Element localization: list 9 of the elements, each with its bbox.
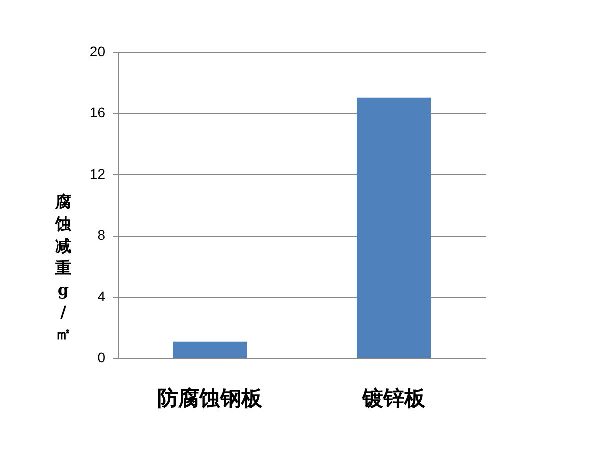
y-tick-label: 20 — [90, 44, 106, 60]
y-tick-label: 16 — [90, 104, 106, 121]
y-tick-label: 0 — [98, 350, 106, 366]
y-axis-title: 腐蚀减重g/㎡ — [54, 192, 72, 344]
y-tick-label: 4 — [98, 288, 106, 304]
x-tick-label: 防腐蚀钢板 — [158, 386, 264, 410]
x-tick-label: 镀锌板 — [362, 386, 426, 410]
y-tick-label: 8 — [98, 227, 106, 244]
y-tick-label: 12 — [90, 166, 106, 182]
